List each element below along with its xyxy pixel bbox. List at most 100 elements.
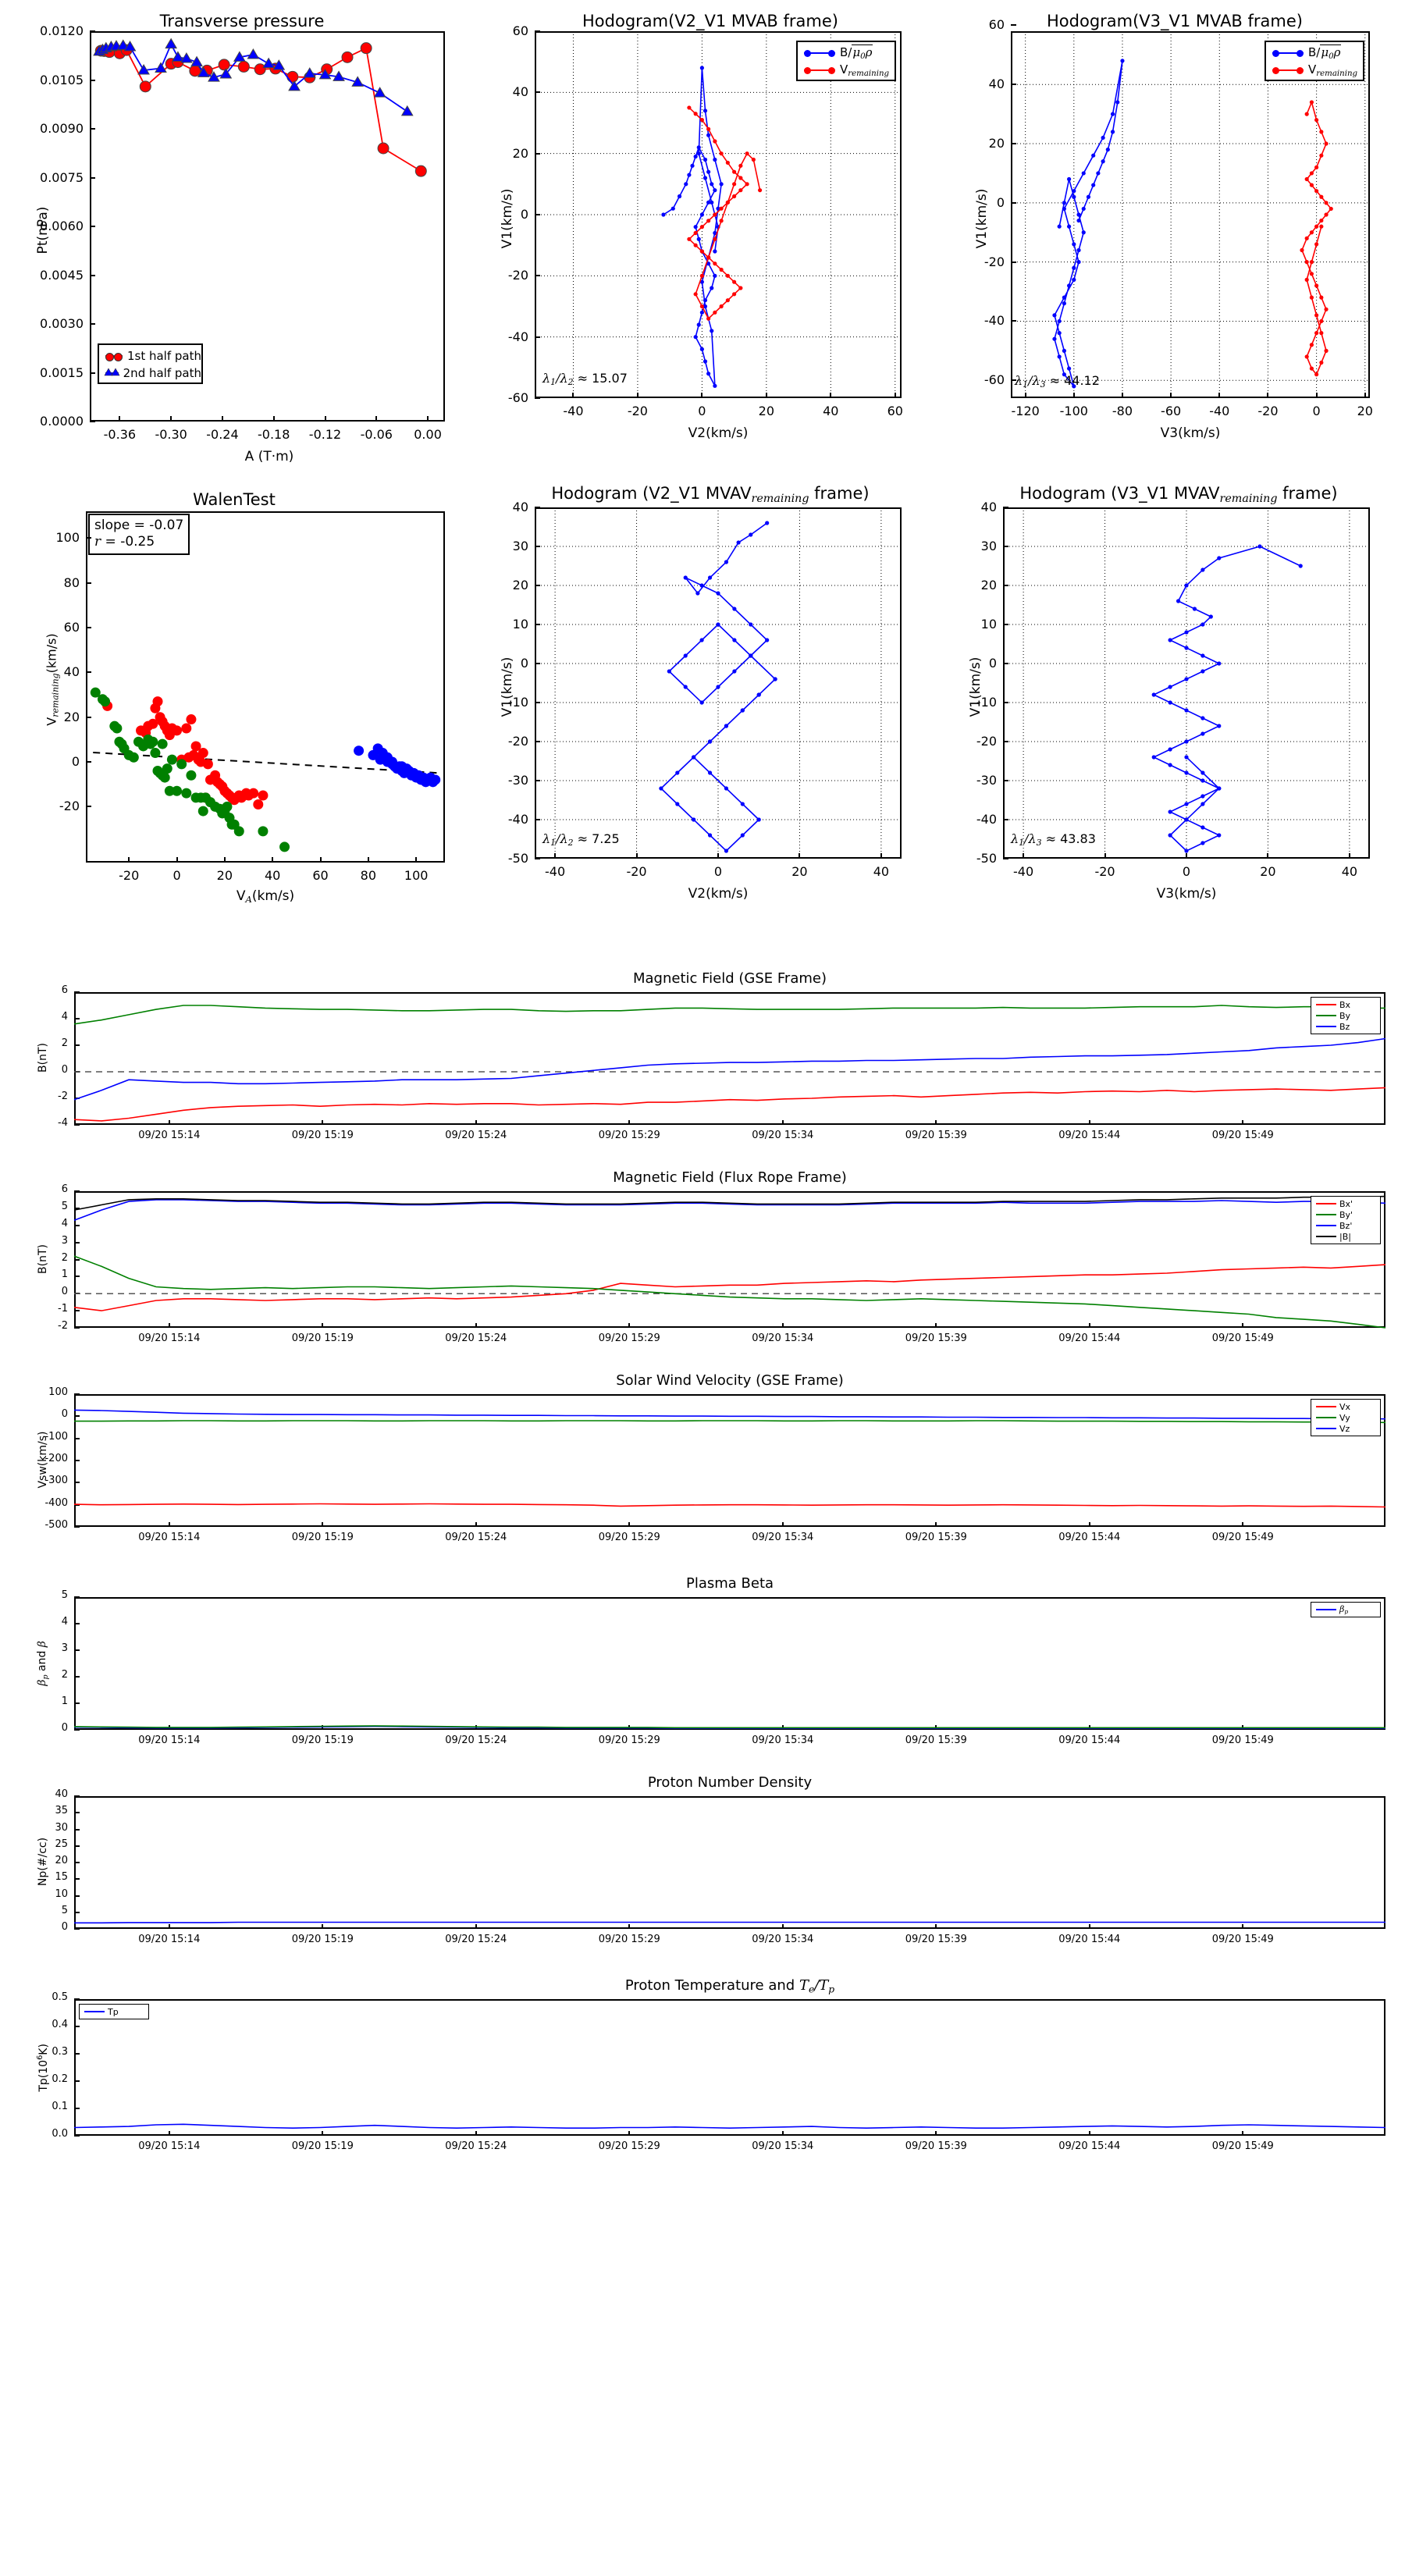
x-tick-label: 0.00 [414, 427, 442, 442]
legend-label-bx: Bx [1339, 999, 1351, 1010]
legend-label-alfven: B/μ0ρ [840, 44, 873, 61]
y-tick-label: 40 [512, 500, 528, 514]
x-tick-mark [1072, 393, 1075, 398]
legend-label-vx: Vx [1339, 1401, 1351, 1412]
y-tick-mark [535, 30, 540, 32]
timeseries-plot-6 [73, 2123, 1386, 2129]
eigenvalue-ratio-annotation: λ1/λ3 ≈ 44.12 [1015, 373, 1100, 390]
x-tick-label: 09/20 15:14 [138, 1532, 201, 1543]
x-tick-label: 09/20 15:34 [752, 1332, 814, 1344]
y-tick-mark [74, 2053, 80, 2055]
legend: Tp [79, 2004, 149, 2019]
x-tick-label: -0.30 [155, 427, 187, 442]
y-tick-mark [90, 372, 95, 374]
x-tick-mark [1088, 2131, 1090, 2136]
y-tick-mark [74, 1729, 80, 1731]
x-tick-label: -40 [545, 864, 566, 879]
y-tick-mark [74, 1596, 80, 1598]
y-tick-mark [86, 537, 91, 539]
y-tick-label: 40 [63, 664, 80, 680]
x-tick-label: 09/20 15:29 [598, 1934, 660, 1945]
y-tick-mark [90, 79, 95, 81]
y-tick-label: 40 [980, 500, 997, 514]
y-tick-label: 0.3 [52, 2046, 68, 2058]
plot-area [86, 511, 445, 863]
x-tick-label: -40 [1013, 864, 1034, 879]
x-tick-label: -0.24 [206, 427, 239, 442]
x-tick-label: 20 [1260, 864, 1276, 879]
y-tick-label: -400 [44, 1496, 68, 1509]
y-tick-mark [74, 1258, 80, 1261]
y-tick-mark [535, 585, 540, 586]
y-tick-mark [74, 1018, 80, 1019]
legend-label-by: By [1339, 1010, 1351, 1021]
x-tick-label: 09/20 15:34 [752, 1130, 814, 1141]
x-tick-mark [935, 1323, 937, 1328]
y-tick-mark [1003, 546, 1008, 547]
x-tick-label: 09/20 15:49 [1211, 2140, 1274, 2152]
x-tick-mark [475, 1323, 477, 1328]
x-tick-mark [1088, 1323, 1090, 1328]
x-tick-mark [830, 393, 832, 398]
y-tick-mark [1003, 819, 1008, 820]
x-tick-label: 60 [887, 404, 903, 418]
y-tick-mark [90, 421, 95, 422]
y-tick-label: 20 [988, 136, 1005, 151]
y-tick-mark [535, 546, 540, 547]
y-tick-label: 0 [520, 656, 528, 671]
y-tick-label: 3 [61, 1234, 68, 1247]
y-tick-mark [74, 1623, 80, 1624]
y-tick-mark [1003, 702, 1008, 703]
x-tick-mark [628, 1323, 631, 1328]
y-tick-label: 80 [63, 575, 80, 590]
y-tick-label: 0.0000 [40, 414, 84, 429]
panel-title: Proton Temperature and Te/Tp [624, 1977, 835, 1995]
x-tick-label: 09/20 15:34 [752, 1532, 814, 1543]
y-tick-mark [1011, 379, 1016, 382]
legend-label-bz: Bz [1339, 1021, 1350, 1032]
y-axis-label: V1(km/s) [500, 656, 515, 717]
x-tick-label: 09/20 15:24 [445, 1735, 507, 1746]
legend-line-vx [1316, 1406, 1336, 1407]
y-tick-mark [535, 819, 540, 820]
x-tick-mark [935, 1120, 937, 1125]
legend: Bx' By' Bz' |B| [1311, 1196, 1381, 1244]
y-tick-label: -4 [58, 1117, 68, 1129]
timeseries-panel-2: Magnetic Field (Flux Rope Frame) B(nT) -2-… [0, 1169, 1405, 1354]
y-tick-label: -200 [44, 1453, 68, 1464]
y-tick-mark [90, 30, 95, 32]
y-tick-label: -2 [58, 1091, 68, 1102]
panel-title: Transverse pressure [159, 12, 325, 30]
x-tick-label: 40 [265, 868, 281, 883]
x-tick-label: 09/20 15:29 [598, 1130, 660, 1141]
y-tick-mark [535, 624, 540, 625]
legend-label-alfven: B/μ0ρ [1308, 44, 1342, 61]
x-tick-mark [1088, 1924, 1090, 1929]
panel-title: Proton Number Density [647, 1774, 813, 1791]
x-tick-label: -20 [626, 864, 647, 879]
y-tick-mark [74, 1812, 80, 1814]
y-tick-label: -50 [976, 851, 997, 866]
eigenvalue-ratio-value: 7.25 [592, 831, 620, 846]
legend-line-bz [1316, 1026, 1336, 1027]
panel-hodogram-v3v1-mvab: Hodogram(V3_V1 MVAB frame) V1(km/s) V3(k… [937, 0, 1405, 468]
legend-label-vz: Vz [1339, 1423, 1350, 1434]
y-tick-mark [90, 274, 95, 276]
x-tick-label: 09/20 15:49 [1211, 1934, 1274, 1945]
y-tick-label: -40 [507, 812, 528, 827]
y-tick-label: 5 [61, 1200, 68, 1212]
timeseries-plot-3 [73, 1409, 1386, 1508]
y-tick-mark [74, 1310, 80, 1312]
legend-label-vremaining: Vremaining [1308, 62, 1358, 78]
x-tick-mark [1242, 2131, 1244, 2136]
x-tick-label: 09/20 15:44 [1058, 1332, 1121, 1344]
y-tick-mark [74, 1224, 80, 1226]
x-tick-label: 0 [173, 868, 181, 883]
y-tick-label: 30 [512, 539, 528, 553]
x-tick-label: 09/20 15:24 [445, 1332, 507, 1344]
y-tick-label: -30 [507, 773, 528, 788]
x-axis-label: V3(km/s) [1156, 886, 1217, 902]
y-tick-label: -40 [507, 329, 528, 344]
y-tick-mark [1003, 780, 1008, 781]
x-axis-label: V3(km/s) [1160, 425, 1221, 441]
